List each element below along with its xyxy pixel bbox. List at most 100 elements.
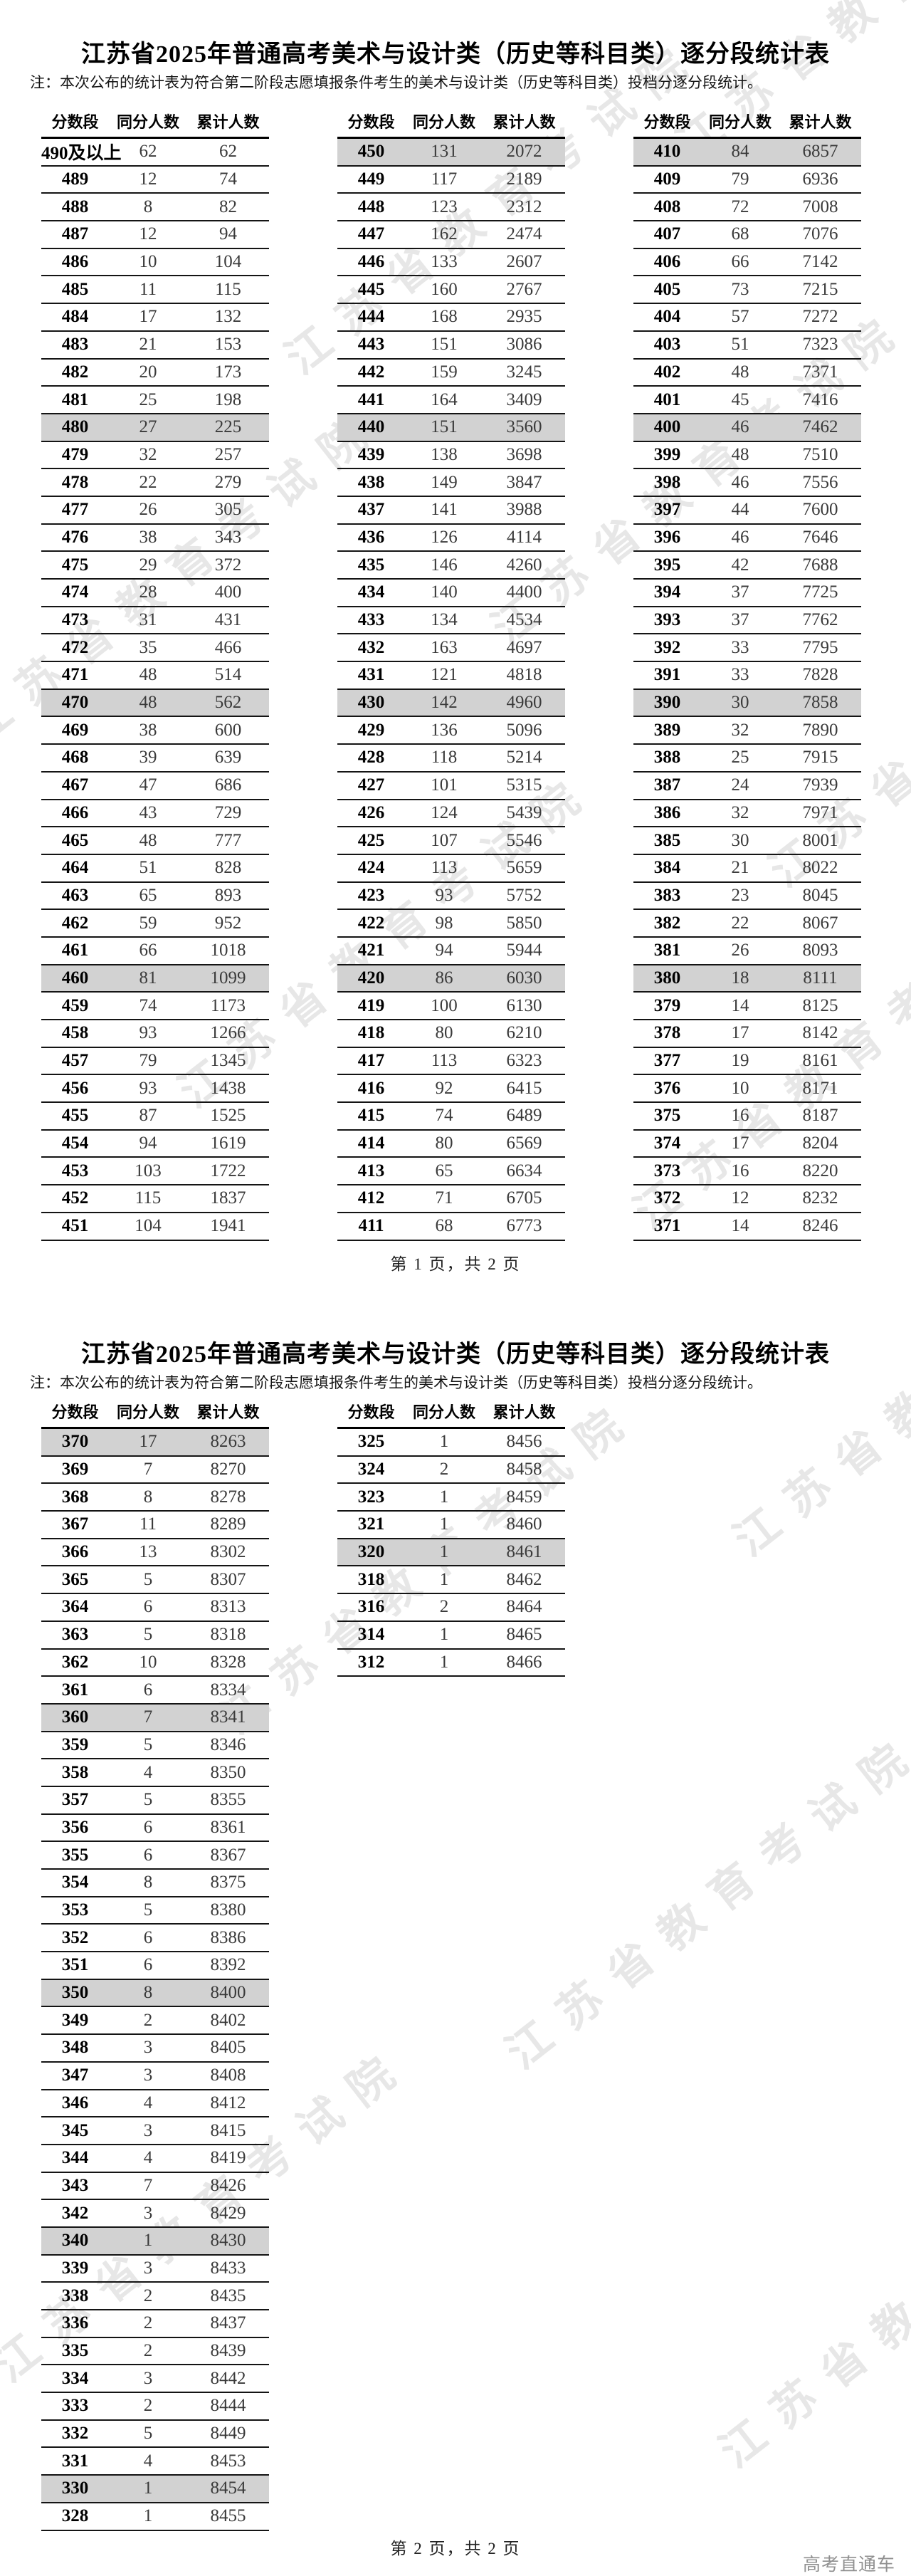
score-cell: 434	[357, 582, 385, 602]
score-cell: 437	[357, 500, 385, 520]
note-text: 注：本次公布的统计表为符合第二阶段志愿填报条件考生的美术与设计类（历史等科目类）…	[30, 74, 762, 91]
cumulative-cell: 8456	[506, 1432, 542, 1452]
score-cell: 448	[357, 197, 385, 216]
count-cell: 133	[431, 252, 458, 272]
count-cell: 10	[139, 1652, 157, 1672]
score-cell: 430	[357, 693, 385, 713]
cumulative-cell: 8464	[506, 1597, 542, 1617]
count-cell: 10	[731, 1078, 749, 1098]
score-cell: 409	[653, 169, 681, 189]
table-row: 430 142 4960	[337, 689, 565, 718]
count-cell: 26	[731, 941, 749, 960]
cumulative-cell: 8328	[210, 1652, 246, 1672]
cumulative-cell: 2767	[506, 279, 542, 299]
count-cell: 12	[139, 224, 157, 244]
table-row: 350 8 8400	[41, 1979, 269, 2008]
score-cell: 478	[61, 472, 89, 492]
cumulative-cell: 3560	[506, 417, 542, 437]
score-cell: 373	[653, 1161, 681, 1180]
score-cell: 325	[357, 1432, 385, 1452]
count-cell: 14	[731, 1216, 749, 1236]
cumulative-cell: 74	[219, 169, 237, 189]
table-row: 380 18 8111	[633, 965, 861, 993]
cumulative-cell: 562	[214, 693, 242, 713]
score-cell: 393	[653, 610, 681, 630]
count-cell: 151	[431, 335, 458, 355]
table-row: 398 46 7556	[633, 469, 861, 497]
table-row: 474 28 400	[41, 580, 269, 607]
count-cell: 164	[431, 389, 458, 409]
table-row: 354 8 8375	[41, 1870, 269, 1897]
cumulative-cell: 3698	[506, 444, 542, 464]
cumulative-cell: 6323	[506, 1051, 542, 1071]
cumulative-cell: 4818	[506, 665, 542, 685]
table-row: 469 38 600	[41, 717, 269, 745]
score-cell: 416	[357, 1078, 385, 1098]
count-cell: 87	[139, 1106, 157, 1126]
score-table: 分数段 同分人数 累计人数 325 1 8456 324 2 8458 323 1 8459 321 1 8…	[337, 1397, 565, 1677]
table-row: 410 84 6857	[633, 139, 861, 167]
table-row: 447 162 2474	[337, 221, 565, 249]
score-cell: 395	[653, 555, 681, 575]
table-row: 406 66 7142	[633, 249, 861, 277]
count-cell: 100	[431, 995, 458, 1015]
score-cell: 473	[61, 610, 89, 630]
count-cell: 17	[139, 1432, 157, 1452]
table-row: 382 22 8067	[633, 910, 861, 938]
score-cell: 435	[357, 555, 385, 575]
table-row: 365 5 8307	[41, 1566, 269, 1595]
cumulative-cell: 1941	[210, 1216, 246, 1236]
count-cell: 2	[143, 2286, 153, 2305]
cumulative-cell: 8460	[506, 1514, 542, 1534]
count-cell: 30	[731, 830, 749, 850]
count-cell: 33	[731, 665, 749, 685]
score-cell: 428	[357, 748, 385, 768]
cumulative-cell: 7600	[802, 500, 838, 520]
table-row: 370 17 8263	[41, 1429, 269, 1457]
cumulative-cell: 7971	[802, 802, 838, 822]
table-row: 339 3 8433	[41, 2256, 269, 2283]
count-cell: 62	[139, 142, 157, 162]
score-cell: 462	[61, 913, 89, 933]
cumulative-cell: 7008	[802, 197, 838, 216]
count-cell: 51	[731, 335, 749, 355]
table-row: 477 26 305	[41, 497, 269, 525]
table-row: 453 103 1722	[41, 1158, 269, 1186]
header-cell: 同分人数	[116, 113, 179, 131]
count-cell: 3	[143, 2120, 153, 2140]
count-cell: 6	[143, 1927, 153, 1947]
cumulative-cell: 1837	[210, 1188, 246, 1208]
cumulative-cell: 94	[219, 224, 237, 244]
count-cell: 5	[143, 1734, 153, 1754]
score-cell: 456	[61, 1078, 89, 1098]
score-cell: 475	[61, 555, 89, 575]
score-cell: 396	[653, 527, 681, 547]
score-cell: 390	[653, 693, 681, 713]
count-cell: 163	[431, 637, 458, 657]
score-cell: 468	[61, 748, 89, 768]
table-row: 399 48 7510	[633, 442, 861, 470]
cumulative-cell: 8367	[210, 1845, 246, 1865]
table-row: 373 16 8220	[633, 1158, 861, 1186]
table-row: 359 5 8346	[41, 1732, 269, 1760]
table-row: 371 14 8246	[633, 1213, 861, 1241]
score-cell: 376	[653, 1078, 681, 1098]
score-cell: 441	[357, 389, 385, 409]
table-row: 312 1 8466	[337, 1650, 565, 1677]
table-row: 465 48 777	[41, 827, 269, 855]
score-cell: 480	[61, 417, 89, 437]
cumulative-cell: 5096	[506, 720, 542, 740]
table-row: 460 81 1099	[41, 965, 269, 993]
score-cell: 447	[357, 224, 385, 244]
score-cell: 394	[653, 582, 681, 602]
cumulative-cell: 2312	[506, 197, 542, 216]
table-row: 325 1 8456	[337, 1429, 565, 1457]
score-cell: 324	[357, 1460, 385, 1480]
table-row: 468 39 639	[41, 745, 269, 773]
count-cell: 6	[143, 1955, 153, 1975]
table-row: 479 32 257	[41, 442, 269, 470]
score-cell: 342	[61, 2203, 89, 2223]
note-text: 注：本次公布的统计表为符合第二阶段志愿填报条件考生的美术与设计类（历史等科目类）…	[30, 1374, 762, 1391]
table-row: 462 59 952	[41, 910, 269, 938]
score-cell: 316	[357, 1597, 385, 1617]
